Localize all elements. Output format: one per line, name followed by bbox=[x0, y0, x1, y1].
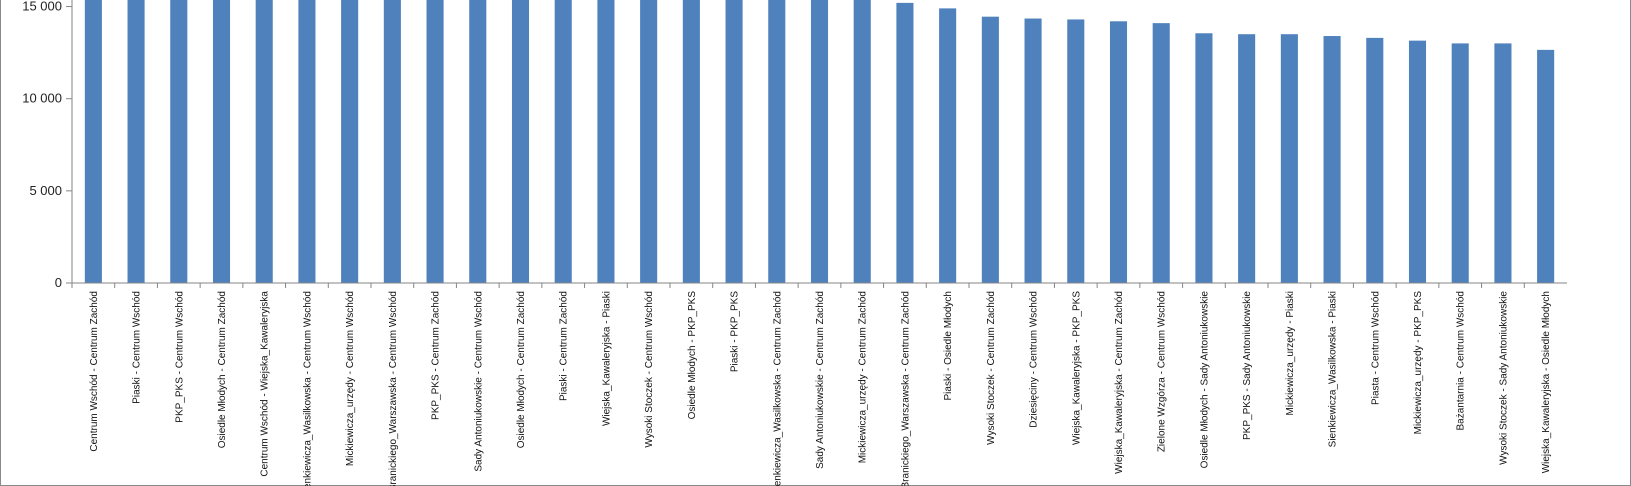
bar bbox=[170, 0, 188, 283]
bar bbox=[1195, 33, 1213, 283]
x-tick-label: Sienkiewicza_Wasilkowska - Centrum Zachó… bbox=[772, 291, 783, 486]
bar bbox=[725, 0, 743, 283]
x-tick-label: Wysoki Stoczek - Centrum Zachód bbox=[986, 291, 997, 445]
x-tick-label: Osiedle Młodych - Centrum Zachód bbox=[217, 291, 228, 448]
bar bbox=[298, 0, 316, 283]
x-tick-label: Wysoki Stoczek - Centrum Wschód bbox=[644, 291, 655, 448]
bar bbox=[1280, 34, 1298, 283]
x-tick-label: Wiejska_Kawaleryjska - Piaski bbox=[601, 291, 612, 426]
bar bbox=[1109, 21, 1128, 283]
x-tick-label: PKP_PKS - Centrum Zachód bbox=[431, 291, 442, 420]
x-tick-label: Piasta - Centrum Wschód bbox=[1370, 291, 1381, 405]
bar bbox=[1238, 34, 1256, 283]
x-tick-label: Mickiewicza_urzędy - Centrum Zachód bbox=[858, 291, 869, 463]
bar bbox=[939, 8, 957, 283]
x-tick-label: Piaski - PKP_PKS bbox=[730, 291, 741, 372]
bar bbox=[896, 2, 914, 283]
bar bbox=[469, 0, 487, 283]
y-tick-label: 5 000 bbox=[29, 183, 62, 198]
bar bbox=[127, 0, 145, 283]
y-tick-label: 0 bbox=[55, 275, 62, 290]
bar bbox=[1024, 18, 1042, 283]
bar bbox=[426, 0, 444, 283]
x-tick-label: Zielone Wzgórza - Centrum Wschód bbox=[1157, 291, 1168, 452]
bar bbox=[341, 0, 359, 283]
bar bbox=[1408, 40, 1427, 283]
x-tick-label: Mickiewicza_urzędy - Piaski bbox=[1285, 291, 1296, 415]
x-tick-label: Piaski - Centrum Zachód bbox=[559, 291, 570, 401]
bar bbox=[640, 0, 658, 283]
x-tick-label: Sady Antoniukowskie - Centrum Zachód bbox=[815, 291, 826, 469]
x-tick-label: Piaski - Centrum Wschód bbox=[132, 291, 143, 404]
bar bbox=[1451, 43, 1469, 283]
x-tick-label: Sady Antoniukowskie - Centrum Wschód bbox=[473, 291, 484, 472]
x-tick-label: Osiedle Młodych - PKP_PKS bbox=[687, 291, 698, 420]
x-tick-label: Branickiego_Warszawska - Centrum Wschód bbox=[388, 291, 399, 486]
bar bbox=[84, 0, 102, 283]
x-tick-label: Wiejska_Kawaleryjska - Osiedle Młodych bbox=[1541, 291, 1552, 473]
bar bbox=[1494, 43, 1512, 283]
x-tick-label: Bażantarnia - Centrum Wschód bbox=[1456, 291, 1467, 431]
bar bbox=[1323, 36, 1341, 284]
bar bbox=[1537, 49, 1555, 283]
x-tick-label: Piaski - Osiedle Młodych bbox=[943, 291, 954, 400]
bar bbox=[810, 0, 829, 283]
bar bbox=[1152, 23, 1170, 284]
x-tick-label: Centrum Wschód - Wiejska_Kawaleryjska bbox=[260, 291, 271, 477]
y-tick-label: 10 000 bbox=[22, 91, 62, 106]
bars bbox=[84, 0, 1555, 284]
x-tick-label: Sienkiewicza_Wasilkowska - Piaski bbox=[1328, 291, 1339, 447]
category-labels: Centrum Wschód - Centrum Zachód Piaski - … bbox=[71, 283, 1552, 486]
bar bbox=[212, 0, 231, 283]
x-tick-label: PKP_PKS - Centrum Wschód bbox=[174, 291, 185, 423]
x-tick-label: Wiejska_Kawaleryjska - Centrum Zachód bbox=[1114, 291, 1125, 474]
bar bbox=[554, 0, 572, 283]
x-tick-label: Branickiego_Warszawska - Centrum Zachód bbox=[900, 291, 911, 486]
bar bbox=[383, 0, 401, 283]
x-tick-label: Wiejska_Kawaleryjska - PKP_PKS bbox=[1071, 291, 1082, 445]
x-tick-label: Sienkiewicza_Wasilkowska - Centrum Wschó… bbox=[302, 291, 313, 486]
bar bbox=[853, 0, 871, 283]
bar bbox=[1366, 37, 1384, 284]
bar bbox=[981, 16, 999, 284]
x-tick-label: Osiedle Młodych - Centrum Zachód bbox=[516, 291, 527, 448]
x-tick-label: Centrum Wschód - Centrum Zachód bbox=[89, 291, 100, 452]
x-tick-label: Dziesięciny - Centrum Wschód bbox=[1029, 291, 1040, 428]
x-tick-label: Wysoki Stoczek - Sady Antoniukowskie bbox=[1498, 291, 1509, 465]
x-tick-label: Mickiewicza_urzędy - PKP_PKS bbox=[1413, 291, 1424, 435]
bar bbox=[1067, 19, 1085, 284]
x-tick-label: PKP_PKS - Sady Antoniukowskie bbox=[1242, 291, 1253, 440]
y-axis-ticks: 0 5 000 10 000 15 000 bbox=[22, 0, 72, 290]
y-tick-label: 15 000 bbox=[22, 0, 62, 14]
x-tick-label: Osiedle Młodych - Sady Antoniukowskie bbox=[1199, 291, 1210, 469]
bar bbox=[255, 0, 273, 283]
bar bbox=[682, 0, 700, 283]
x-tick-label: Mickiewicza_urzędy - Centrum Wschód bbox=[345, 291, 356, 466]
bar bbox=[597, 0, 615, 283]
bar bbox=[768, 0, 786, 283]
bar bbox=[511, 0, 530, 283]
